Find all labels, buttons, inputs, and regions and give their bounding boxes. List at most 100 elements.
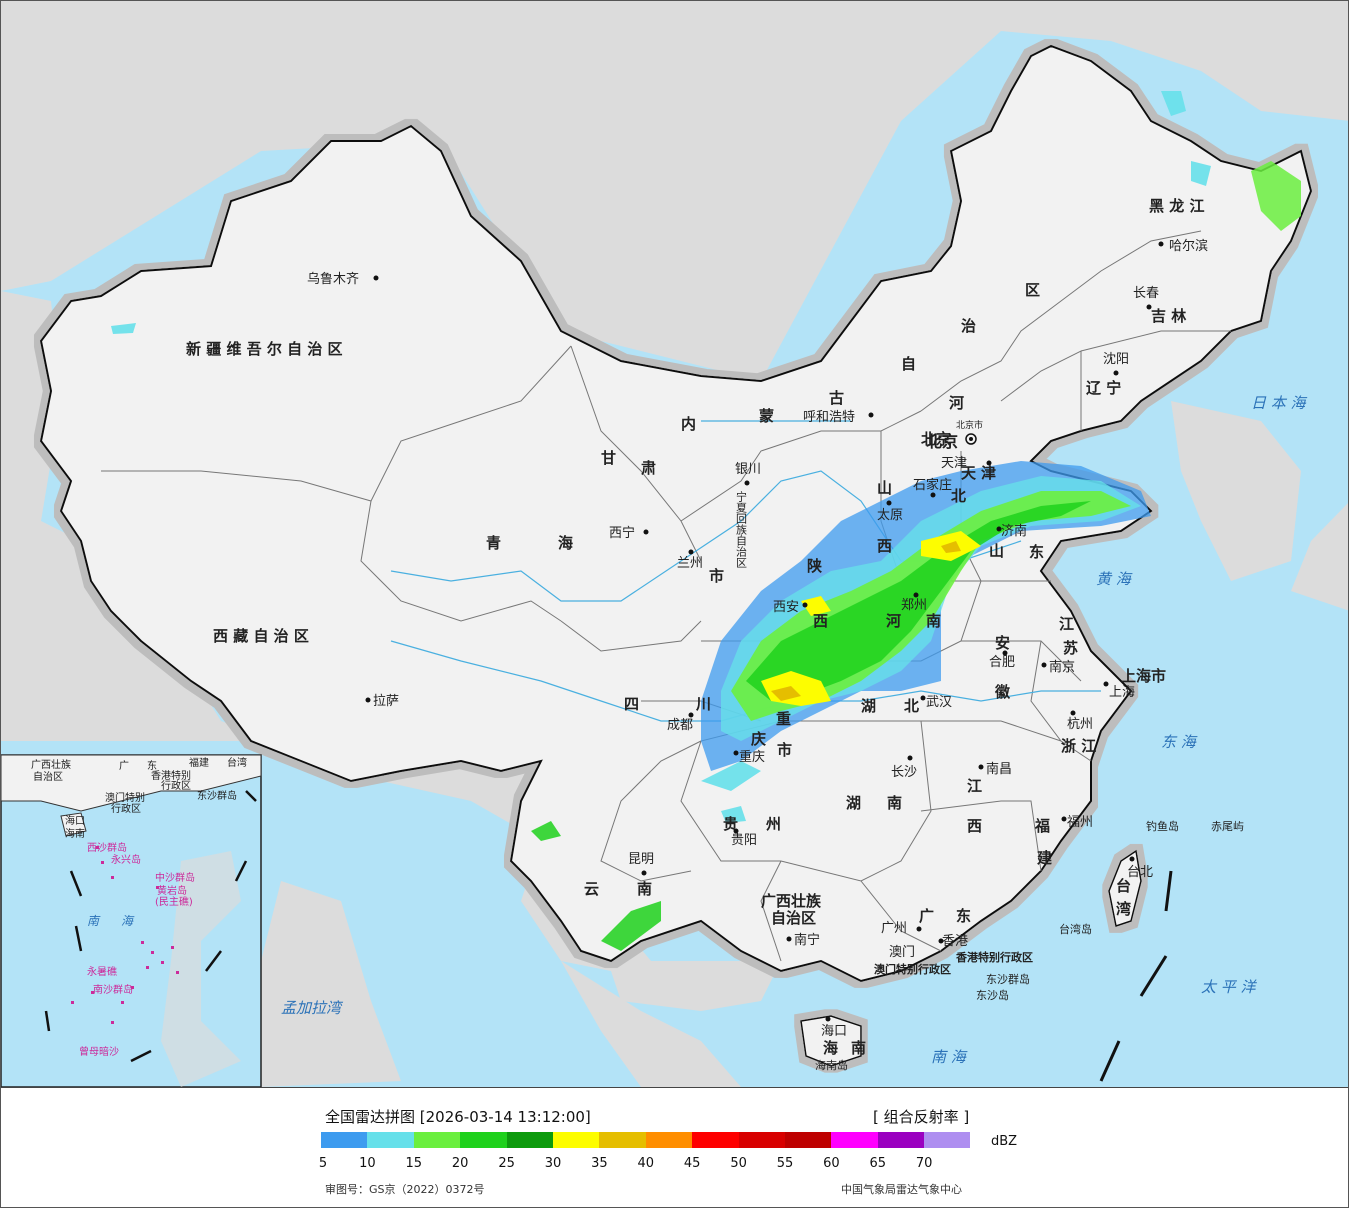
radar-mosaic-map[interactable]: 新 疆 维 吾 尔 自 治 区 西 藏 自 治 区 青 海 甘 肃 内 蒙 古 … xyxy=(1,1,1348,1088)
data-source: 中国气象局雷达气象中心 xyxy=(841,1183,962,1196)
label-chongqing-2: 庆 xyxy=(751,730,766,748)
inset-zhongsha: 中沙群岛 xyxy=(155,871,195,884)
inset-guangxi-1: 广西壮族 xyxy=(31,758,71,771)
city-changsha: 长沙 xyxy=(891,765,917,780)
label-anhui-1: 安 xyxy=(995,634,1010,652)
label-yunnan-2: 南 xyxy=(637,880,652,898)
island-hainan: 海南岛 xyxy=(815,1058,848,1072)
city-hefei: 合肥 xyxy=(989,655,1015,670)
label-yunnan-1: 云 xyxy=(584,880,599,898)
label-neimenggu-6: 区 xyxy=(1025,281,1040,299)
city-chongqing: 重庆 xyxy=(739,749,765,765)
boundary-dashes xyxy=(1099,870,1173,1082)
label-liaoning: 辽 宁 xyxy=(1086,379,1121,397)
label-qinghai-1: 青 xyxy=(486,534,501,552)
legend-tick-55: 55 xyxy=(776,1156,794,1171)
city-hohhot: 呼和浩特 xyxy=(803,410,855,425)
legend-tick-45: 45 xyxy=(683,1156,701,1171)
inset-hainan: 海南 xyxy=(65,827,85,840)
legend-tick-10: 10 xyxy=(359,1156,376,1171)
legend-swatch-11 xyxy=(831,1132,878,1148)
label-qinghai-2: 海 xyxy=(558,534,573,552)
inset-dongsha: 东沙群岛 xyxy=(197,789,237,802)
south-china-sea-inset xyxy=(1,754,262,1087)
label-ningxia: 宁夏回族自治区 xyxy=(735,490,748,568)
city-taiyuan: 太原 xyxy=(877,508,903,523)
island-diaoyu: 钓鱼岛 xyxy=(1146,819,1179,833)
label-jiangsu-1: 江 xyxy=(1059,615,1074,633)
label-shandong-1: 山 xyxy=(989,542,1004,560)
label-neimenggu-3: 古 xyxy=(829,389,844,407)
city-markers xyxy=(365,241,1164,1022)
label-beijing-shi: 北京市 xyxy=(956,419,983,431)
city-macau: 澳门 xyxy=(889,944,915,960)
inset-macau-2: 行政区 xyxy=(111,802,141,815)
legend-unit: dBZ xyxy=(991,1134,1018,1149)
city-shanghai: 上海 xyxy=(1109,685,1135,700)
label-chongqing-3: 市 xyxy=(777,741,792,759)
inset-haikou: 海口 xyxy=(65,814,85,827)
label-guizhou-2: 州 xyxy=(765,815,781,833)
label-guangdong-2: 东 xyxy=(956,907,971,925)
label-guangdong-1: 广 xyxy=(919,907,934,925)
south-china-sea-islands xyxy=(71,846,179,1024)
legend-tick-60: 60 xyxy=(823,1156,840,1171)
legend-tick-50: 50 xyxy=(730,1156,747,1171)
label-taiwan-2: 湾 xyxy=(1116,900,1131,918)
label-taiwan-1: 台 xyxy=(1116,877,1131,895)
city-hangzhou: 杭州 xyxy=(1067,717,1093,732)
city-haikou: 海口 xyxy=(821,1024,847,1039)
label-neimenggu-4: 自 xyxy=(901,355,916,373)
label-tianjin-1: 天 xyxy=(961,464,977,482)
neighbor-land-sea-asia xyxy=(261,881,741,1087)
label-gansu-shi: 市 xyxy=(709,567,724,585)
label-hebei-1: 河 xyxy=(949,394,964,412)
label-fujian-2: 建 xyxy=(1037,849,1053,867)
sea-yellow: 黄 海 xyxy=(1096,570,1133,588)
label-hubei-2: 北 xyxy=(904,697,919,715)
label-jilin: 吉 林 xyxy=(1151,307,1187,325)
color-scale-bar xyxy=(321,1132,971,1148)
legend-swatch-12 xyxy=(877,1132,925,1148)
inset-sea-2: 海 xyxy=(121,914,135,928)
city-wuhan: 武汉 xyxy=(926,695,952,710)
city-kunming: 昆明 xyxy=(628,852,654,867)
sea-south: 南 海 xyxy=(931,1048,968,1066)
city-xining: 西宁 xyxy=(609,525,635,541)
label-sichuan-2: 川 xyxy=(695,695,711,713)
legend-tick-65: 65 xyxy=(869,1156,887,1171)
color-legend: 全国雷达拼图 [2026-03-14 13:12:00] [ 组合反射率 ] d… xyxy=(1,1088,1348,1207)
label-shaanxi-2: 西 xyxy=(813,612,828,630)
label-henan-2: 南 xyxy=(926,612,941,630)
legend-tick-5: 5 xyxy=(318,1156,328,1171)
label-anhui-2: 徽 xyxy=(994,683,1011,701)
sea-japan: 日 本 海 xyxy=(1251,394,1308,412)
neighbor-land-korea xyxy=(1171,401,1301,581)
label-jiangxi-2: 西 xyxy=(967,817,982,835)
label-neimenggu-5: 治 xyxy=(961,317,976,335)
legend-swatch-3 xyxy=(460,1132,507,1148)
label-heilongjiang: 黑 龙 江 xyxy=(1149,197,1204,215)
legend-tick-35: 35 xyxy=(591,1156,608,1171)
legend-title: 全国雷达拼图 [2026-03-14 13:12:00] xyxy=(325,1108,591,1126)
city-xian: 西安 xyxy=(773,600,799,615)
legend-tick-40: 40 xyxy=(637,1156,655,1171)
label-hainan-1: 海 xyxy=(823,1039,838,1057)
label-shaanxi-1: 陕 xyxy=(807,557,822,575)
legend-swatch-10 xyxy=(784,1132,832,1148)
label-jiangsu-2: 苏 xyxy=(1063,639,1078,657)
label-fujian-1: 福 xyxy=(1034,817,1050,835)
city-changchun: 长春 xyxy=(1133,286,1159,301)
label-xizang: 西 藏 自 治 区 xyxy=(213,627,309,645)
legend-tick-15: 15 xyxy=(405,1156,423,1171)
legend-swatch-9 xyxy=(738,1132,785,1148)
label-shanxi-1: 山 xyxy=(877,479,892,497)
label-guangxi-2: 自治区 xyxy=(771,909,816,927)
city-fuzhou: 福州 xyxy=(1067,815,1093,830)
label-jiangxi-1: 江 xyxy=(967,777,982,795)
city-lhasa: 拉萨 xyxy=(373,694,399,709)
city-zhengzhou: 郑州 xyxy=(901,598,927,613)
legend-swatch-1 xyxy=(367,1132,414,1148)
label-macau-sar: 澳门特别行政区 xyxy=(874,962,951,976)
